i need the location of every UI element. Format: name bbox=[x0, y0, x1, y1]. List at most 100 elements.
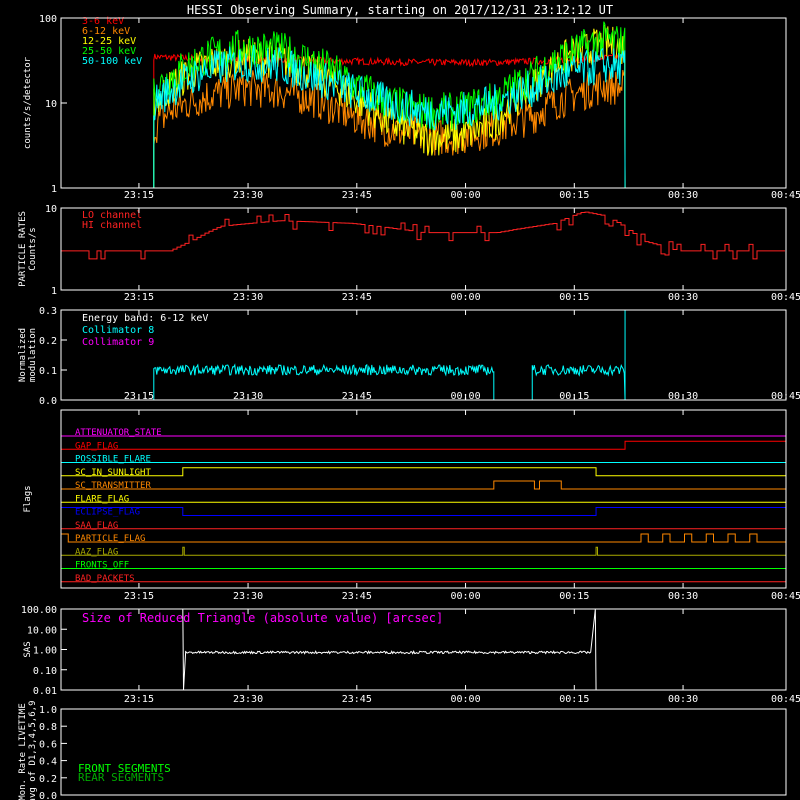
flag-label-saa_flag: SAA_FLAG bbox=[75, 521, 118, 531]
sas-time-tick-label: 23:30 bbox=[233, 694, 263, 705]
livetime-ytick-label: 0.0 bbox=[39, 791, 57, 800]
sas-ytick-label: 0.10 bbox=[33, 666, 57, 677]
legend-50-100-kev: 50-100 keV bbox=[82, 56, 142, 67]
flag-label-possible_flare: POSSIBLE_FLARE bbox=[75, 455, 151, 465]
sas-time-tick-label: 00:30 bbox=[668, 694, 698, 705]
flags-time-tick-label: 23:15 bbox=[124, 591, 154, 602]
count-rates-time-tick-label: 00:15 bbox=[559, 190, 589, 201]
modulation-ytick-label: 0.0 bbox=[39, 396, 57, 407]
count-rates-time-tick-label: 00:00 bbox=[450, 190, 480, 201]
particle-rates-time-tick-label: 23:30 bbox=[233, 292, 263, 303]
flags-ylabel: Flags bbox=[23, 485, 33, 512]
particle-rates-time-tick-label: 23:45 bbox=[342, 292, 372, 303]
series-lo-channel bbox=[61, 211, 785, 260]
figure-title: HESSI Observing Summary, starting on 201… bbox=[187, 3, 613, 17]
count-rates-ytick-label: 10 bbox=[45, 99, 57, 110]
series-collimator-8 bbox=[153, 363, 495, 401]
sas-ytick-label: 10.00 bbox=[27, 625, 57, 636]
series-collimator-8 bbox=[531, 364, 626, 401]
legend-lo-channel: LO channel bbox=[82, 210, 142, 221]
particle-rates-ylabel: PARTICLE RATES bbox=[18, 211, 28, 287]
flag-trace-sc_in_sunlight bbox=[61, 467, 786, 477]
particle-rates-ylabel: Counts/s bbox=[28, 227, 38, 270]
particle-rates-ytick-label: 1 bbox=[51, 286, 57, 297]
modulation-ylabel: modulation bbox=[28, 328, 38, 382]
flags-time-tick-label: 00:15 bbox=[559, 591, 589, 602]
count-rates-ylabel: counts/s/detector bbox=[23, 56, 33, 149]
sas-time-tick-label: 00:00 bbox=[450, 694, 480, 705]
count-rates-time-tick-label: 23:30 bbox=[233, 190, 263, 201]
sas-time-tick-label: 23:45 bbox=[342, 694, 372, 705]
particle-rates-time-tick-label: 23:15 bbox=[124, 292, 154, 303]
particle-rates-time-tick-label: 00:15 bbox=[559, 292, 589, 303]
flags-time-tick-label: 00:45 bbox=[771, 591, 800, 602]
livetime-frame bbox=[60, 708, 787, 796]
legend-3-6-kev: 3-6 keV bbox=[82, 16, 124, 27]
sas-ytick-label: 0.01 bbox=[33, 686, 57, 697]
flags-time-tick-label: 00:00 bbox=[450, 591, 480, 602]
particle-rates-frame bbox=[60, 207, 787, 291]
modulation-ytick-label: 0.1 bbox=[39, 366, 57, 377]
flag-label-sc_transmitter: SC_TRANSMITTER bbox=[75, 481, 151, 491]
series-6-12-kev bbox=[153, 69, 626, 189]
flag-trace-particle_flag bbox=[60, 533, 786, 543]
legend-collimator-8: Collimator 8 bbox=[82, 325, 154, 336]
sas-time-tick-label: 00:45 bbox=[771, 694, 800, 705]
sas-ytick-label: 1.00 bbox=[33, 646, 57, 657]
flag-label-gap_flag: GAP_FLAG bbox=[75, 441, 118, 451]
flag-trace-sc_transmitter bbox=[61, 480, 786, 490]
modulation-ylabel: Normalized bbox=[18, 328, 28, 382]
flag-label-particle_flag: PARTICLE_FLAG bbox=[75, 534, 145, 544]
modulation-ytick-label: 0.3 bbox=[39, 306, 57, 317]
sas-time-tick-label: 00:15 bbox=[559, 694, 589, 705]
livetime-ylabel: avg of D1,3,4,5,6,9 bbox=[28, 701, 38, 800]
livetime-ylabel: Mon. Rate LIVETIME bbox=[18, 703, 28, 800]
flags-time-tick-label: 00:30 bbox=[668, 591, 698, 602]
legend-25-50-kev: 25-50 keV bbox=[82, 46, 136, 57]
count-rates-ytick-label: 1 bbox=[51, 184, 57, 195]
flag-label-fronts_off: FRONTS_OFF bbox=[75, 561, 129, 571]
series-sas-triangle bbox=[182, 608, 597, 691]
flag-label-attenuator_state: ATTENUATOR_STATE bbox=[75, 428, 162, 438]
particle-rates-time-tick-label: 00:30 bbox=[668, 292, 698, 303]
modulation-frame bbox=[60, 309, 787, 401]
flag-label-bad_packets: BAD_PACKETS bbox=[75, 574, 135, 584]
count-rates-time-tick-label: 00:45 bbox=[771, 190, 800, 201]
particle-rates-ytick-label: 10 bbox=[45, 204, 57, 215]
flags-time-tick-label: 23:45 bbox=[342, 591, 372, 602]
sas-ylabel: SAS bbox=[23, 641, 33, 657]
flag-label-aaz_flag: AAZ_FLAG bbox=[75, 547, 118, 557]
flag-label-eclipse_flag: ECLIPSE_FLAG bbox=[75, 508, 140, 518]
sas-series-label: Size of Reduced Triangle (absolute value… bbox=[82, 611, 443, 625]
flag-label-sc_in_sunlight: SC_IN_SUNLIGHT bbox=[75, 468, 151, 478]
livetime-ytick-label: 0.6 bbox=[39, 739, 57, 750]
livetime-ytick-label: 0.4 bbox=[39, 757, 57, 768]
flag-label-flare_flag: FLARE_FLAG bbox=[75, 494, 129, 504]
count-rates-time-tick-label: 23:45 bbox=[342, 190, 372, 201]
count-rates-time-tick-label: 23:15 bbox=[124, 190, 154, 201]
flags-time-tick-label: 23:30 bbox=[233, 591, 263, 602]
legend-collimator-9: Collimator 9 bbox=[82, 337, 154, 348]
sas-ytick-label: 100.00 bbox=[21, 605, 57, 616]
flags-frame bbox=[60, 409, 787, 589]
sas-panel: Size of Reduced Triangle (absolute value… bbox=[82, 608, 597, 691]
flags-panel: ATTENUATOR_STATE GAP_FLAG POSSIBLE_FLARE SC… bbox=[60, 428, 787, 584]
flag-trace-aaz_flag bbox=[61, 546, 786, 556]
legend-rear-segments: REAR SEGMENTS bbox=[78, 771, 164, 784]
legend-6-12-kev: 6-12 keV bbox=[82, 26, 130, 37]
modulation-energy-band: Energy band: 6-12 keV bbox=[82, 313, 208, 324]
particle-rates-time-tick-label: 00:45 bbox=[771, 292, 800, 303]
count-rates-ytick-label: 100 bbox=[39, 14, 57, 25]
legend-hi-channel: HI channel bbox=[82, 220, 142, 231]
flag-trace-eclipse_flag bbox=[60, 507, 787, 516]
livetime-ytick-label: 1.0 bbox=[39, 705, 57, 716]
legend-12-25-kev: 12-25 keV bbox=[82, 36, 136, 47]
modulation-time-tick-label: 00:45 bbox=[771, 391, 800, 402]
livetime-ytick-label: 0.8 bbox=[39, 722, 57, 733]
particle-rates-time-tick-label: 00:00 bbox=[450, 292, 480, 303]
count-rates-time-tick-label: 00:30 bbox=[668, 190, 698, 201]
